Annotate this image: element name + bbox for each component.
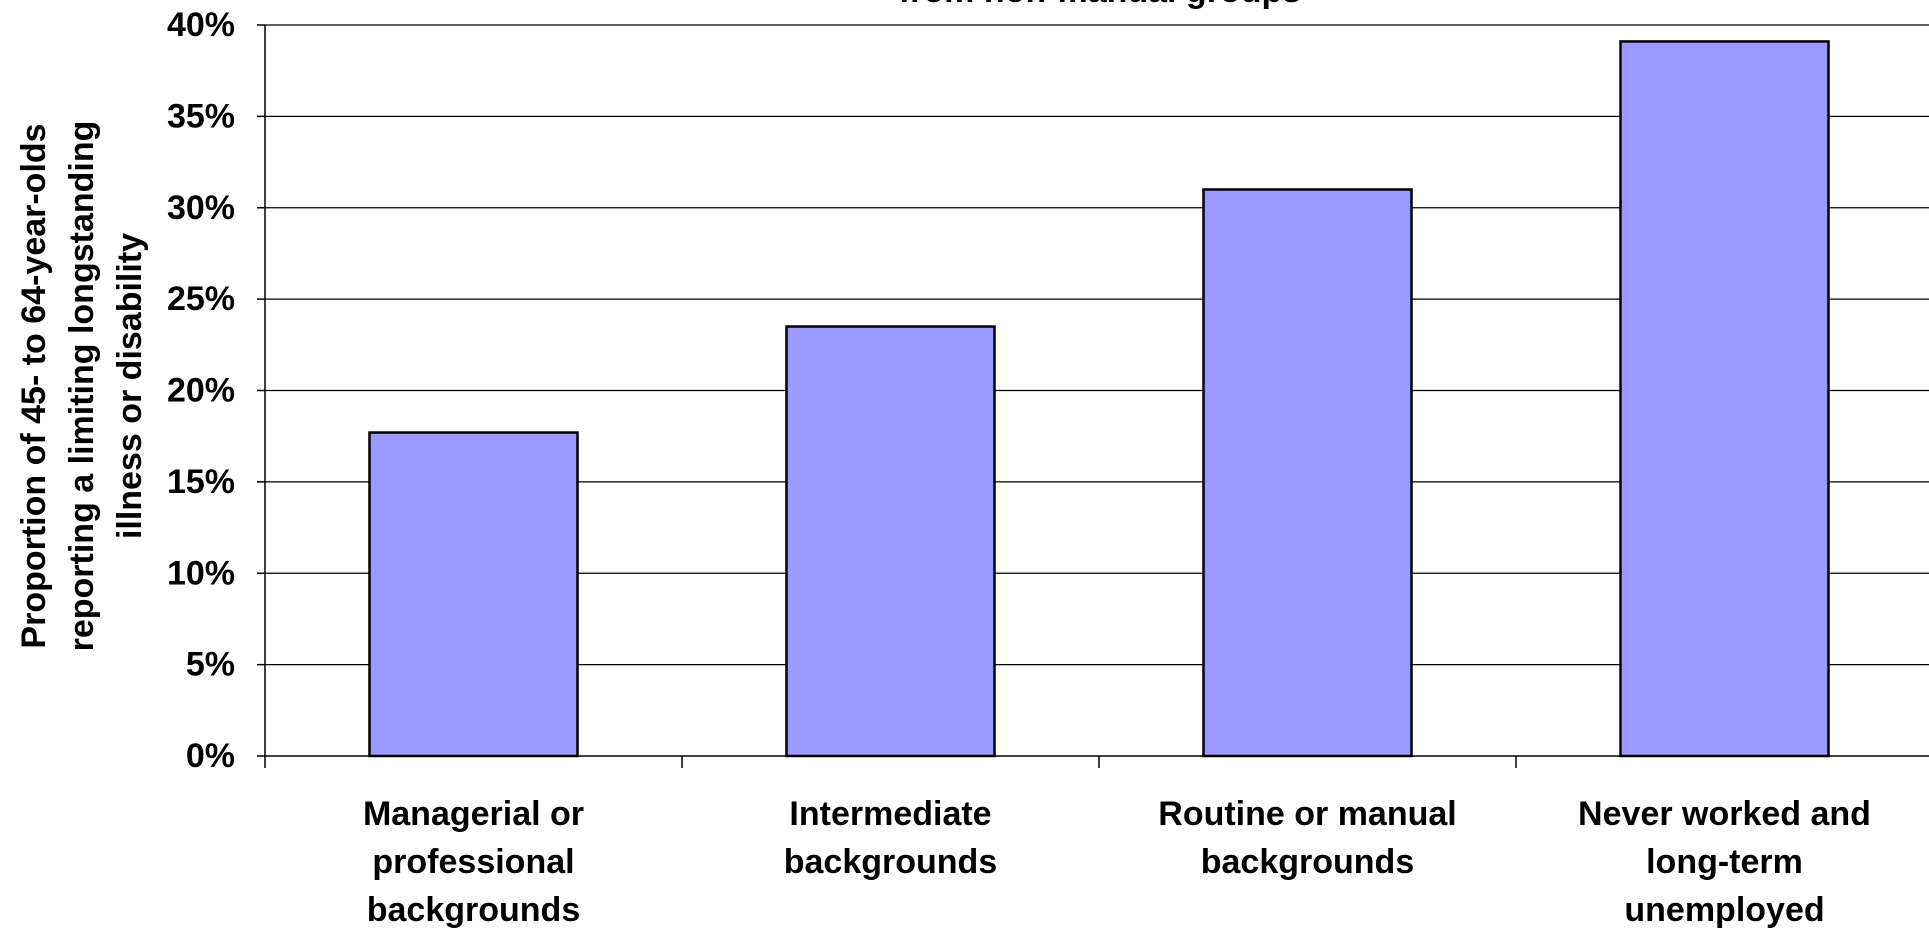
y-tick-label: 20% (167, 372, 235, 410)
y-axis-label: Proportion of 45- to 64-year-olds reporti… (15, 121, 149, 652)
y-tick-label: 10% (167, 554, 235, 592)
bar (1619, 40, 1830, 758)
x-category-label: Never worked and long-term unemployed (1578, 795, 1871, 929)
x-category-label: Routine or manual backgrounds (1158, 795, 1456, 881)
bar (1202, 188, 1413, 758)
y-tick-label: 40% (167, 6, 235, 44)
bar (785, 325, 996, 758)
y-tick-label: 35% (167, 97, 235, 135)
x-category-labels: Managerial or professional backgrounds Inte… (363, 795, 1871, 929)
axes (257, 24, 1929, 768)
x-category-label: Intermediate backgrounds (784, 795, 997, 881)
x-category-label: Managerial or professional backgrounds (363, 795, 584, 929)
y-tick-label: 0% (186, 737, 235, 775)
chart-title: from non-manual groups (899, 0, 1301, 10)
y-tick-label: 5% (186, 646, 235, 684)
y-tick-labels: 0% 5% 10% 15% 20% 25% 30% 35% 40% (167, 6, 235, 775)
y-tick-label: 25% (167, 280, 235, 318)
y-tick-label: 15% (167, 463, 235, 501)
bar (368, 431, 579, 758)
bars (368, 40, 1830, 758)
y-tick-label: 30% (167, 189, 235, 227)
